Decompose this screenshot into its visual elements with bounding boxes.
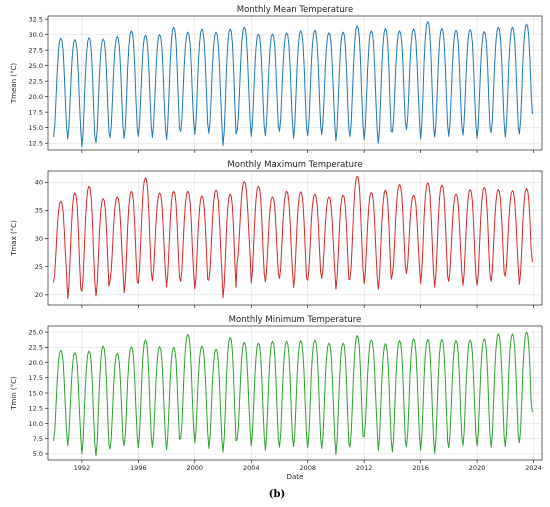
x-tick-label: 2016: [412, 464, 429, 472]
series-line-min: [53, 331, 533, 457]
y-tick-label: 12.5: [29, 405, 43, 413]
y-tick-label: 27.5: [29, 46, 43, 54]
chart-title: Monthly Mean Temperature: [237, 5, 353, 15]
y-axis-label: Tmax (°C): [10, 220, 18, 257]
plot-frame: [47, 15, 543, 151]
y-tick-label: 22.5: [29, 344, 43, 352]
y-tick-label: 22.5: [29, 77, 43, 85]
y-axis-label: Tmean (°C): [10, 63, 18, 104]
x-tick-label: 1992: [74, 464, 91, 472]
plot-frame: [47, 170, 543, 306]
y-tick-label: 35: [35, 207, 43, 215]
y-tick-label: 17.5: [29, 108, 43, 116]
x-tick-label: 2004: [243, 464, 260, 472]
mean-temperature-panel: 12.5 15.0 17.5 20.0 22.5 25.0 27.5 30.0 32.5 Mont…: [10, 5, 543, 153]
y-tick-label: 20: [35, 291, 43, 299]
y-tick-label: 15.0: [29, 124, 43, 132]
y-axis-label: Tmin (°C): [10, 376, 18, 411]
figure-caption: (b): [269, 489, 285, 500]
x-tick-label: 2000: [187, 464, 204, 472]
y-tick-label: 12.5: [29, 139, 43, 147]
x-axis-label: Date: [287, 473, 304, 481]
x-tick-label: 2008: [299, 464, 316, 472]
y-tick-label: 25.0: [29, 328, 43, 336]
y-tick-label: 7.5: [33, 435, 43, 443]
series-line-max: [53, 175, 533, 300]
y-tick-label: 30: [35, 235, 43, 243]
x-tick-label: 2012: [356, 464, 373, 472]
y-tick-label: 40: [35, 179, 43, 187]
series-line-mean: [53, 21, 533, 148]
y-tick-label: 25: [35, 263, 43, 271]
x-tick-label: 1996: [130, 464, 147, 472]
y-tick-label: 17.5: [29, 374, 43, 382]
y-tick-label: 10.0: [29, 420, 43, 428]
max-temperature-panel: 20 25 30 35 40 Monthly Maximum Temperature Tma…: [10, 160, 543, 308]
chart-title: Monthly Maximum Temperature: [227, 160, 362, 170]
y-tick-label: 30.0: [29, 31, 43, 39]
y-tick-label: 25.0: [29, 62, 43, 70]
x-tick-label: 2020: [469, 464, 486, 472]
chart-title: Monthly Minimum Temperature: [229, 315, 362, 325]
x-tick-label: 2024: [525, 464, 542, 472]
y-tick-label: 32.5: [29, 15, 43, 23]
y-tick-label: 20.0: [29, 93, 43, 101]
y-tick-label: 5.0: [33, 450, 43, 458]
y-tick-label: 15.0: [29, 389, 43, 397]
y-tick-label: 20.0: [29, 359, 43, 367]
min-temperature-panel: 5.0 7.5 10.0 12.5 15.0 17.5 20.0 22.5 25.0 1992 19…: [10, 315, 543, 481]
